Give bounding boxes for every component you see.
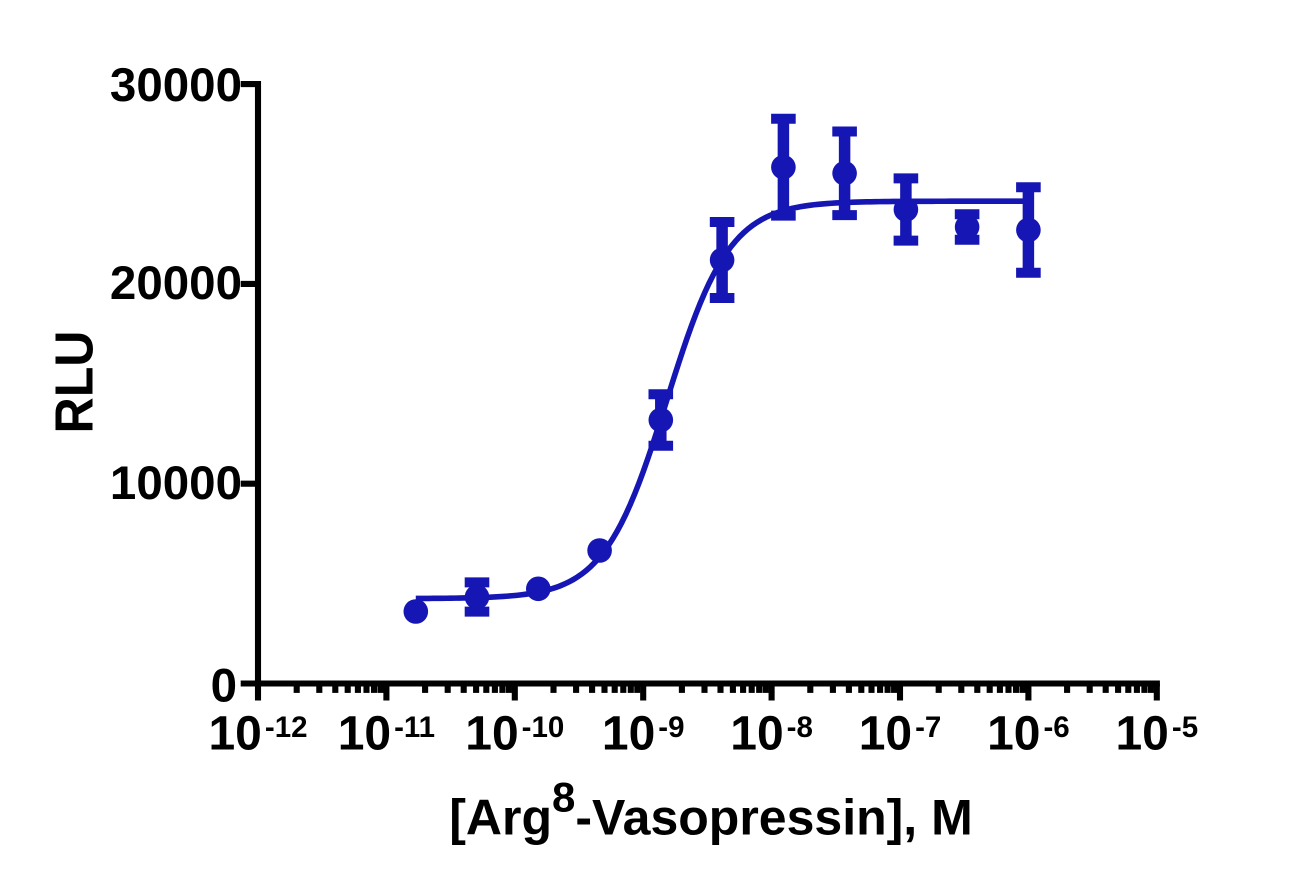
svg-text:10000: 10000 (110, 457, 242, 510)
svg-text:10-11: 10 -11 (338, 708, 435, 761)
svg-text:20000: 20000 (110, 257, 242, 310)
svg-text:30000: 30000 (110, 59, 242, 112)
svg-text:RLU: RLU (45, 331, 105, 434)
svg-text:0: 0 (211, 659, 237, 712)
